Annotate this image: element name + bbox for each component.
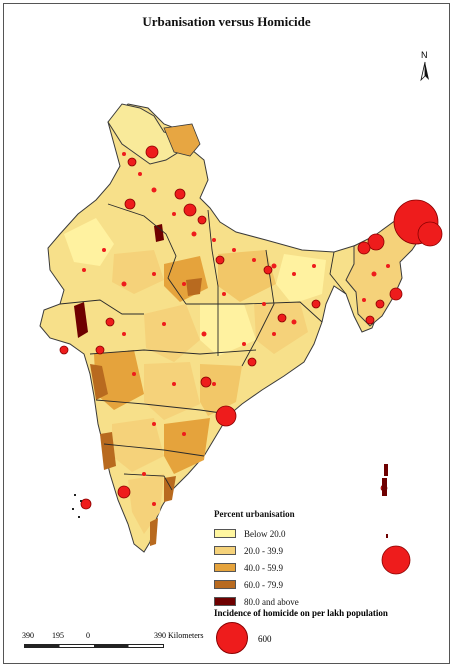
legend-label: Below 20.0 — [244, 528, 286, 539]
lakshadweep-islands — [72, 494, 82, 518]
legend-row: 20.0 - 39.9 — [214, 542, 299, 559]
north-label: N — [421, 50, 428, 60]
scale-label: 195 — [52, 631, 64, 640]
legend-swatch — [214, 546, 236, 555]
district-dots — [82, 152, 390, 506]
legend-row: 60.0 - 79.9 — [214, 576, 299, 593]
legend-swatch — [214, 580, 236, 589]
legend-label: 40.0 - 59.9 — [244, 562, 283, 573]
legend-label: 80.0 and above — [244, 596, 299, 607]
legend-row: Below 20.0 — [214, 525, 299, 542]
homicide-circles — [59, 145, 443, 575]
map-frame: Urbanisation versus Homicide N — [3, 3, 450, 664]
legend-swatch — [214, 563, 236, 572]
legend-title: Percent urbanisation — [214, 509, 295, 519]
andaman-islands — [382, 464, 388, 538]
ladakh-region — [163, 123, 201, 157]
legend-row: 80.0 and above — [214, 593, 299, 610]
homicide-legend-circle — [216, 622, 248, 654]
urbanisation-legend: Percent urbanisation Below 20.0 20.0 - 3… — [214, 509, 299, 610]
legend-row: 40.0 - 59.9 — [214, 559, 299, 576]
homicide-legend-value: 600 — [258, 634, 272, 644]
india-map — [39, 103, 443, 575]
scale-bar-graphic — [24, 644, 164, 648]
scale-label: 0 — [86, 631, 90, 640]
state-boundaries — [59, 203, 347, 491]
legend-swatch — [214, 597, 236, 606]
scale-label: 390 — [22, 631, 34, 640]
legend-label: 60.0 - 79.9 — [244, 579, 283, 590]
map-title: Urbanisation versus Homicide — [142, 14, 311, 29]
scale-label: 390 Kilometers — [154, 631, 204, 640]
legend-label: 20.0 - 39.9 — [244, 545, 283, 556]
north-arrow-icon: N — [417, 50, 433, 82]
legend-swatch — [214, 529, 236, 538]
scale-bar: 390 195 0 390 Kilometers — [22, 631, 214, 651]
homicide-legend-title: Incidence of homicide on per lakh popula… — [214, 608, 388, 618]
